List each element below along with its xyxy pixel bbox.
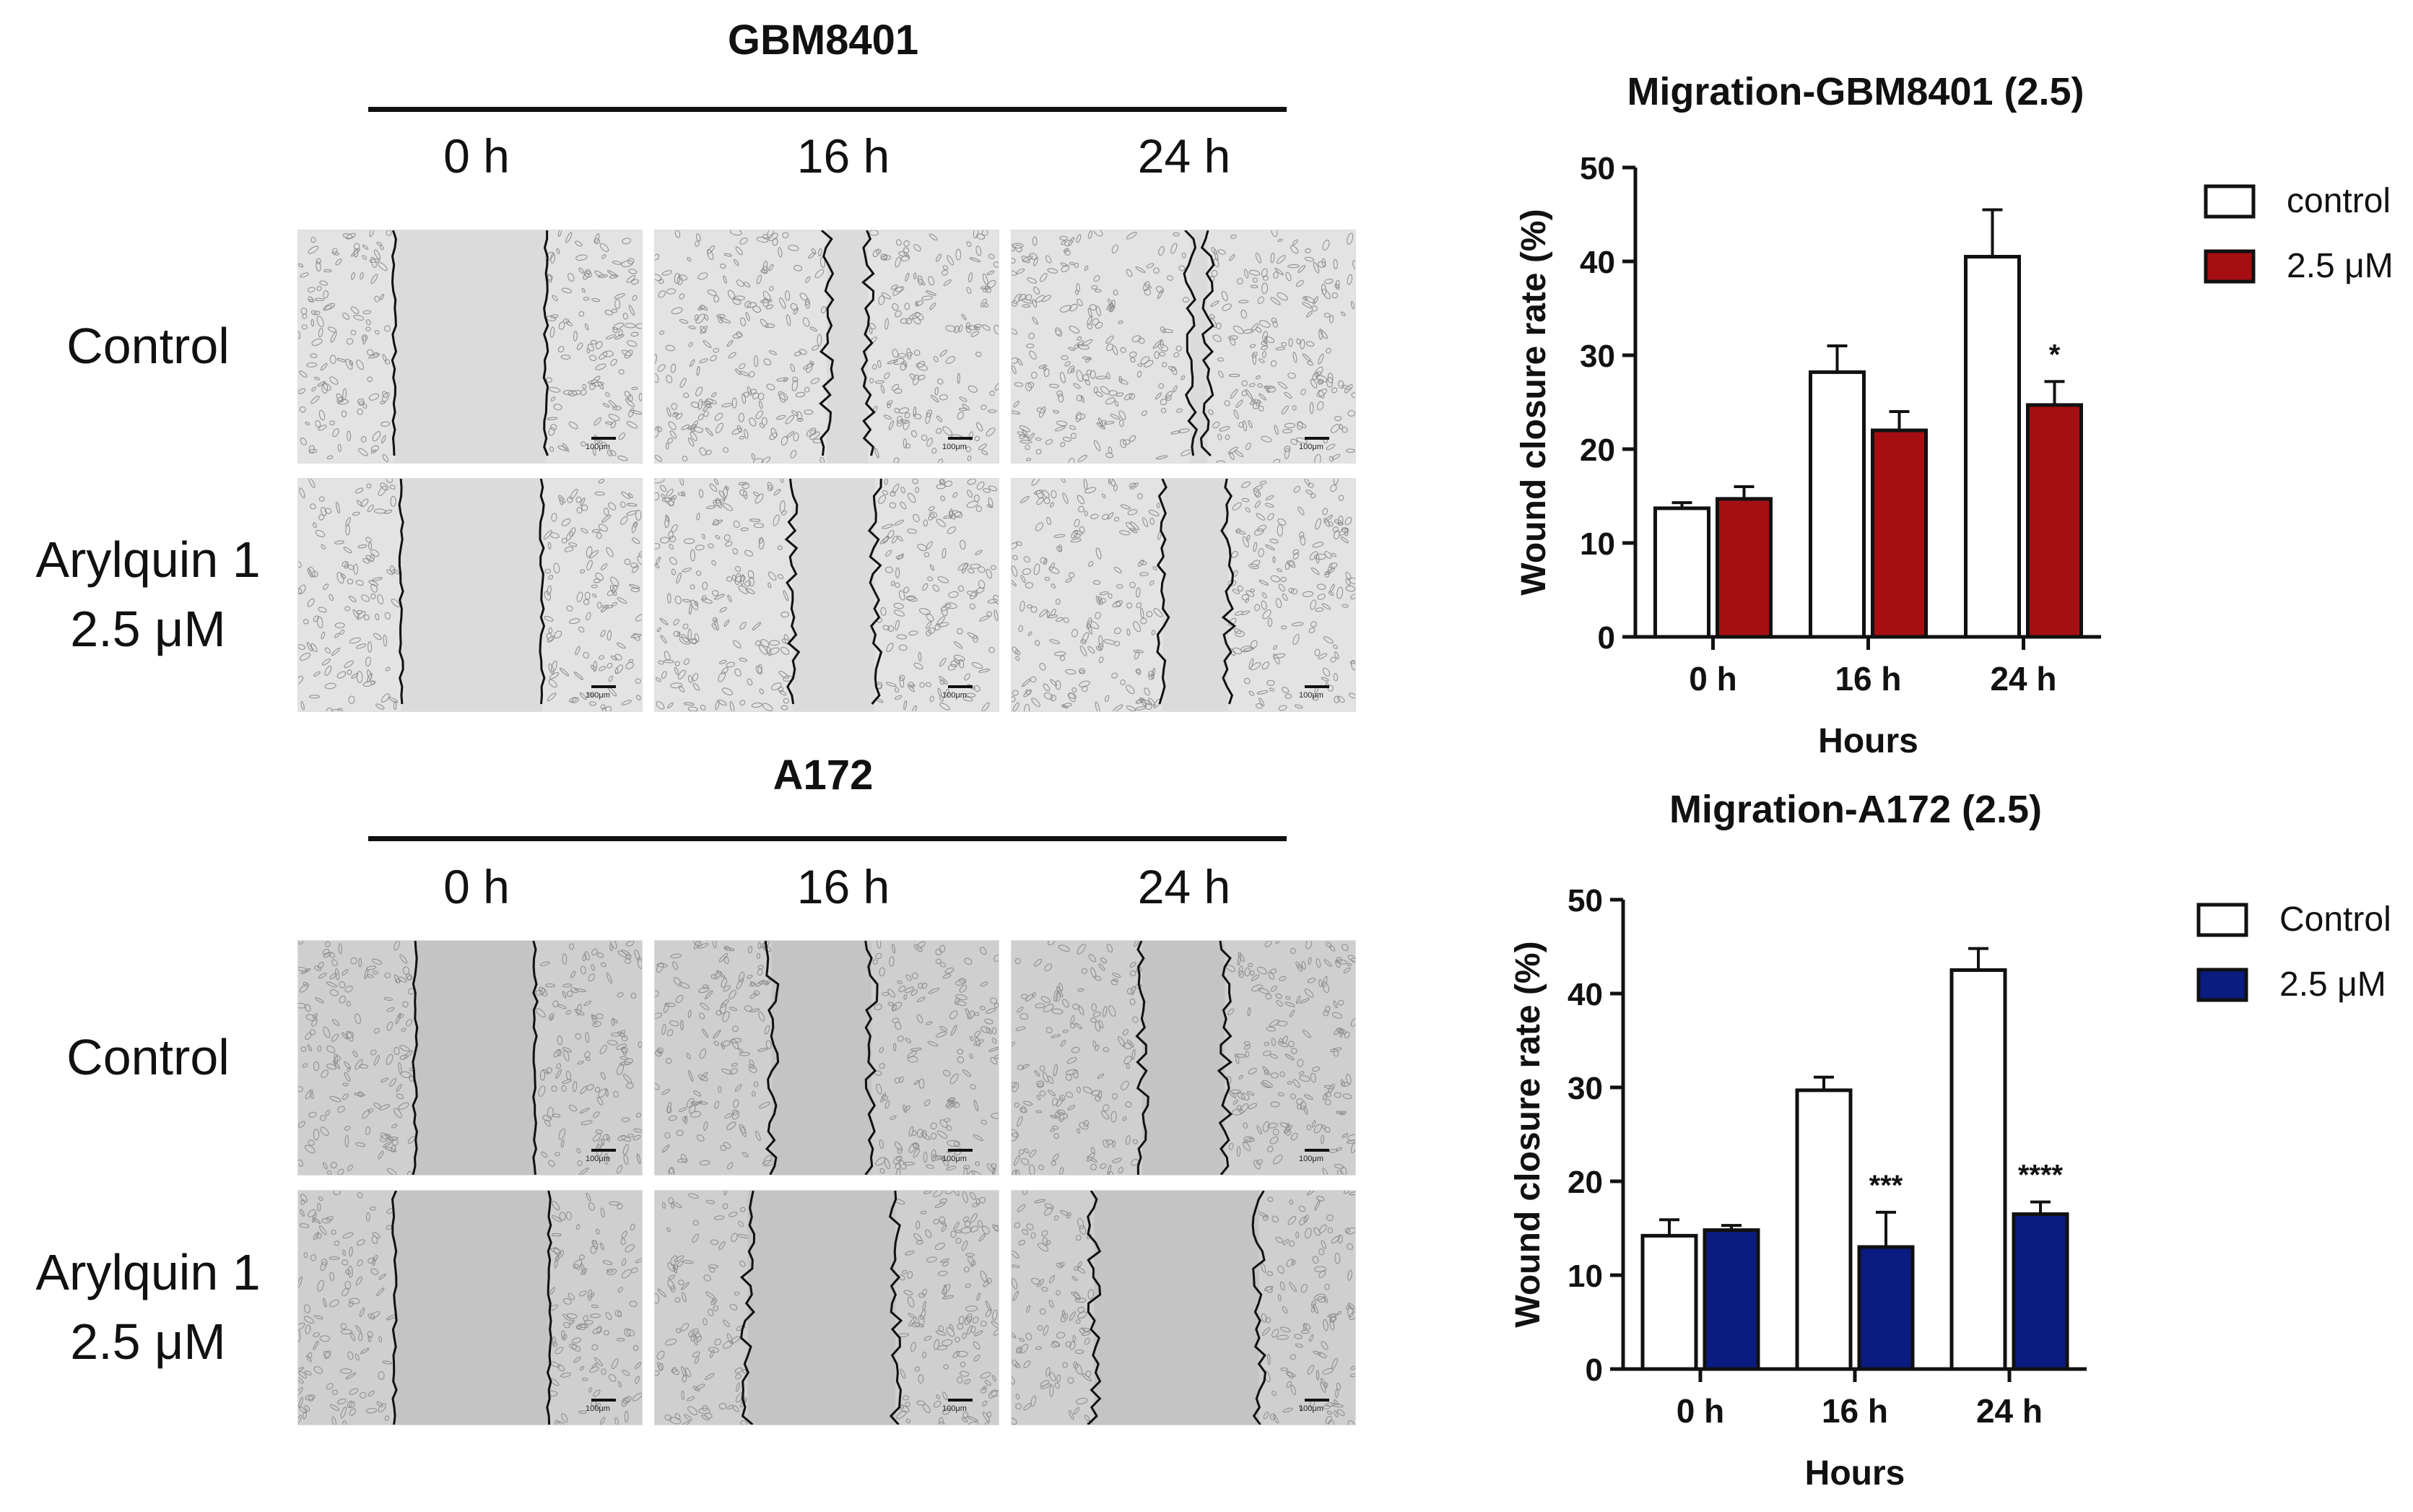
bar-0-2 <box>1964 255 2021 639</box>
x-axis-label: Hours <box>1805 1454 1905 1493</box>
bar-0-1 <box>1795 1088 1853 1371</box>
row-label-treatment: Arylquin 1 2.5 μM <box>0 1238 296 1376</box>
micrograph-p0-r0-c0: 100μm <box>297 230 643 464</box>
scale-bar-label: 100μm <box>942 1155 967 1163</box>
x-tick-label: 16 h <box>1835 660 1901 698</box>
scale-bar-label: 100μm <box>1299 691 1323 700</box>
timepoint-label-2: 24 h <box>1137 860 1231 913</box>
significance-label: *** <box>1869 1170 1903 1202</box>
x-tick-label: 0 h <box>1677 1392 1724 1430</box>
legend-label-0: Control <box>2279 900 2391 939</box>
bar-1-1 <box>1871 428 1928 639</box>
x-tick-label: 24 h <box>1976 1392 2043 1430</box>
micrograph-p1-r0-c1: 100μm <box>654 940 999 1176</box>
row-label-line: 2.5 μM <box>70 601 226 657</box>
bar-0-1 <box>1809 370 1866 639</box>
y-tick-label: 20 <box>1568 1165 1603 1200</box>
legend-label-1: 2.5 μM <box>2287 247 2394 285</box>
x-axis-label: Hours <box>1818 722 1918 760</box>
panel-title-rule <box>368 107 1287 112</box>
y-tick-label: 40 <box>1568 977 1603 1012</box>
timepoint-label-1: 16 h <box>796 129 890 183</box>
bar-chart-gbm8401: Migration-GBM8401 (2.5) 0 10 20 30 40 50 Wound … <box>1515 70 2394 760</box>
significance-label: **** <box>2018 1160 2064 1191</box>
y-axis-label: Wound closure rate (%) <box>1509 941 1547 1327</box>
y-tick-label: 0 <box>1586 1352 1603 1388</box>
bar-1-2 <box>2026 403 2083 639</box>
chart-title: Migration-GBM8401 (2.5) <box>1627 70 2084 113</box>
micrograph-p1-r1-c2: 100μm <box>1011 1190 1356 1425</box>
y-tick-label: 50 <box>1580 151 1615 186</box>
y-tick-label: 10 <box>1568 1259 1603 1294</box>
bar-1-0 <box>1716 497 1773 639</box>
legend-swatch-1 <box>2196 968 2248 1002</box>
row-label-line: Control <box>66 1029 230 1085</box>
bar-chart-a172: Migration-A172 (2.5) 0 10 20 30 40 50 Wound clo… <box>1509 788 2391 1493</box>
timepoint-label-0: 0 h <box>443 129 510 183</box>
scale-bar-label: 100μm <box>942 691 967 700</box>
bar-0-2 <box>1949 968 2007 1371</box>
y-tick-label: 50 <box>1568 883 1603 918</box>
row-label-line: Arylquin 1 <box>35 531 261 588</box>
x-tick-label: 0 h <box>1689 660 1736 698</box>
panel-title-0: GBM8401 <box>727 17 919 64</box>
y-tick-label: 20 <box>1580 433 1615 468</box>
bar-0-0 <box>1640 1233 1698 1371</box>
micrograph-p0-r1-c1: 100μm <box>654 478 999 712</box>
chart-title: Migration-A172 (2.5) <box>1669 788 2042 831</box>
y-tick-label: 0 <box>1598 620 1615 656</box>
bar-1-2 <box>2012 1212 2069 1371</box>
legend-label-0: control <box>2287 182 2391 220</box>
y-tick-label: 30 <box>1568 1071 1603 1106</box>
y-tick-label: 40 <box>1580 245 1615 280</box>
micrograph-p1-r0-c2: 100μm <box>1011 940 1356 1176</box>
bar-1-0 <box>1703 1228 1760 1371</box>
significance-label: * <box>2049 339 2061 370</box>
legend-swatch-0 <box>2204 184 2256 219</box>
micrograph-p1-r0-c0: 100μm <box>297 940 643 1176</box>
row-label-control: Control <box>0 311 296 381</box>
x-tick-label: 16 h <box>1822 1392 1888 1430</box>
panel-title-rule <box>368 836 1287 841</box>
legend-label-1: 2.5 μM <box>2279 965 2386 1004</box>
y-axis-label: Wound closure rate (%) <box>1515 209 1553 595</box>
row-label-control: Control <box>0 1022 296 1092</box>
legend-swatch-0 <box>2196 903 2248 937</box>
scale-bar-label: 100μm <box>586 1155 610 1163</box>
y-tick-label: 10 <box>1580 526 1615 562</box>
x-tick-label: 24 h <box>1990 660 2056 698</box>
row-label-line: 2.5 μM <box>70 1313 226 1370</box>
scale-bar-label: 100μm <box>586 1404 610 1413</box>
scale-bar-label: 100μm <box>586 443 610 451</box>
panel-title-1: A172 <box>773 752 874 799</box>
bar-1-1 <box>1857 1245 1915 1371</box>
scale-bar-label: 100μm <box>1299 1404 1323 1413</box>
timepoint-label-0: 0 h <box>443 860 510 913</box>
row-label-line: Control <box>66 318 230 374</box>
scale-bar-label: 100μm <box>942 1404 967 1413</box>
timepoint-label-1: 16 h <box>796 860 890 913</box>
scale-bar-label: 100μm <box>586 691 610 700</box>
y-tick-label: 30 <box>1580 339 1615 374</box>
micrograph-p1-r1-c0: 100μm <box>297 1190 643 1425</box>
scale-bar-label: 100μm <box>942 443 967 451</box>
row-label-line: Arylquin 1 <box>35 1244 261 1300</box>
row-label-treatment: Arylquin 1 2.5 μM <box>0 525 296 664</box>
scale-bar-label: 100μm <box>1299 443 1323 451</box>
scale-bar-label: 100μm <box>1299 1155 1323 1163</box>
micrograph-p0-r1-c0: 100μm <box>297 478 643 712</box>
bar-0-0 <box>1653 506 1710 639</box>
legend-swatch-1 <box>2204 249 2256 284</box>
micrograph-p0-r0-c2: 100μm <box>1011 230 1356 464</box>
micrograph-p0-r1-c2: 100μm <box>1011 478 1356 712</box>
micrograph-p0-r0-c1: 100μm <box>654 230 999 464</box>
timepoint-label-2: 24 h <box>1137 129 1231 183</box>
micrograph-p1-r1-c1: 100μm <box>654 1190 999 1425</box>
